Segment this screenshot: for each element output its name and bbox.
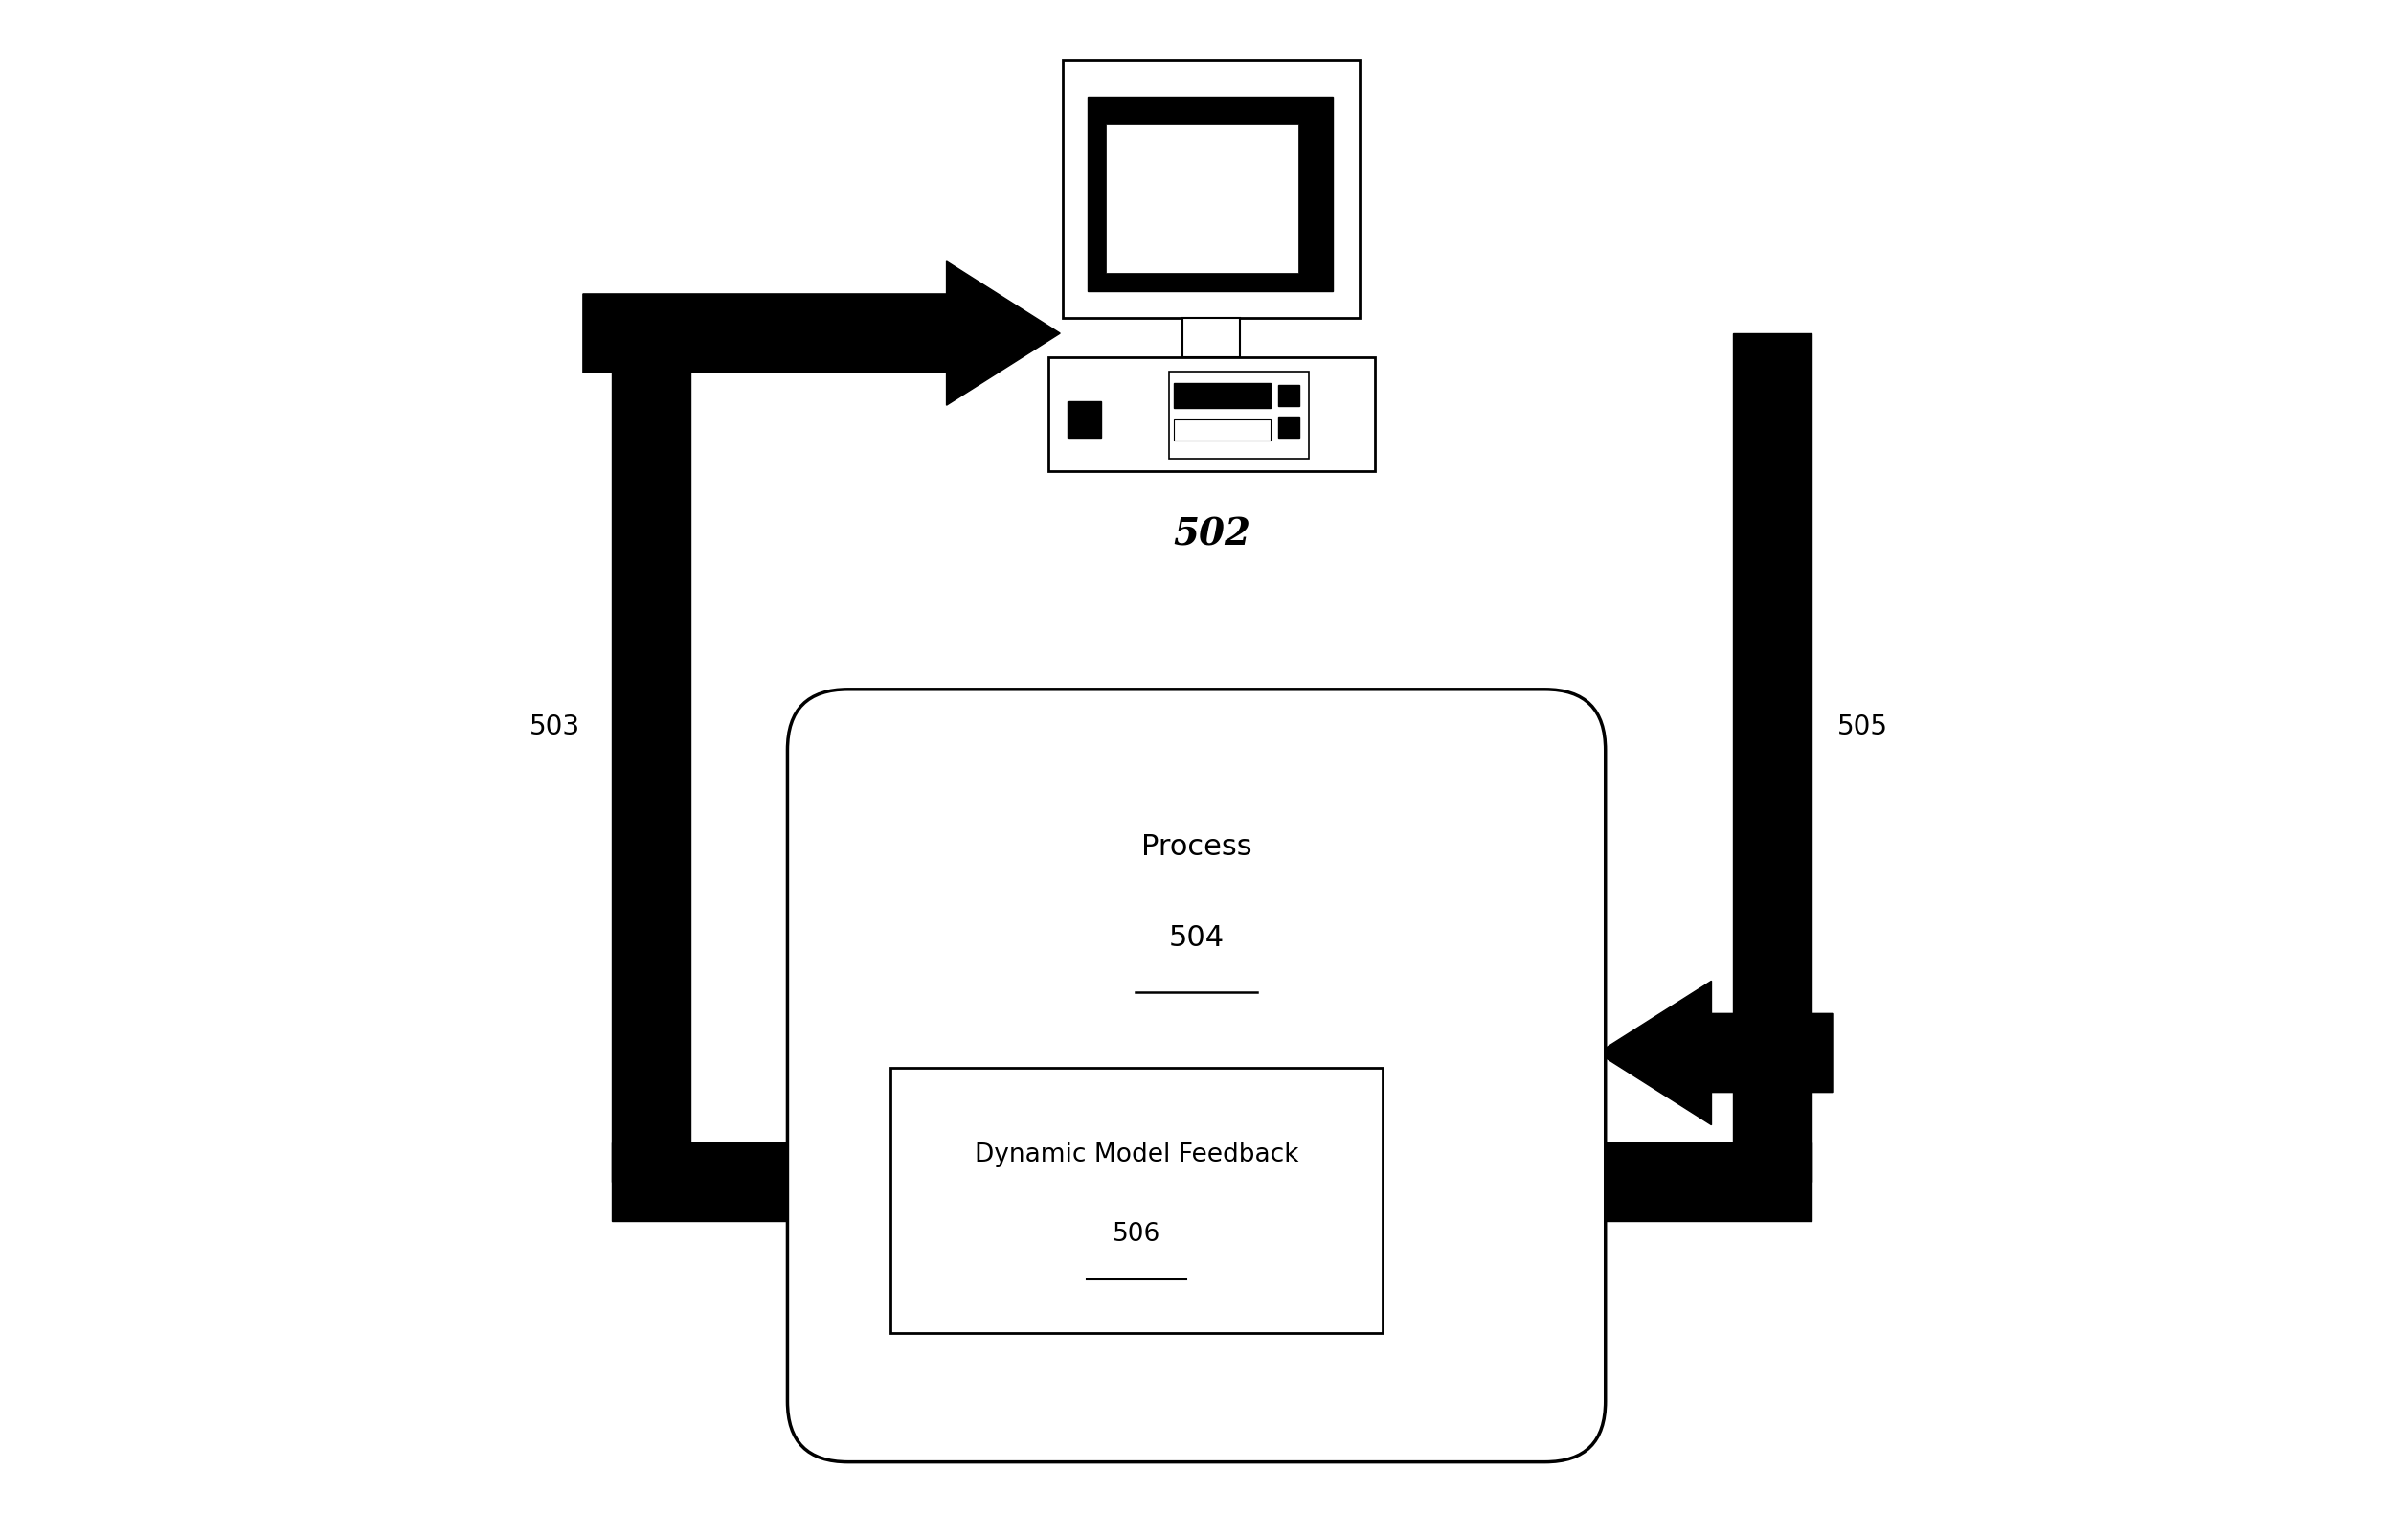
Text: 505: 505 [1837, 714, 1888, 741]
FancyArrow shape [583, 262, 1060, 406]
FancyBboxPatch shape [787, 689, 1606, 1462]
Text: 503: 503 [530, 714, 580, 741]
FancyArrow shape [1599, 982, 1832, 1124]
Bar [1064, 61, 1361, 318]
Bar [1173, 383, 1271, 408]
Text: 502: 502 [1173, 517, 1250, 553]
Bar [612, 1142, 1811, 1221]
Bar [1182, 318, 1240, 358]
Bar [1067, 401, 1100, 438]
Bar [612, 333, 691, 1182]
Bar [1173, 420, 1271, 441]
Bar [1279, 385, 1300, 406]
Bar [1170, 371, 1308, 459]
Text: 504: 504 [1168, 924, 1223, 951]
Text: Dynamic Model Feedback: Dynamic Model Feedback [975, 1142, 1298, 1168]
Bar [1734, 333, 1811, 1182]
Bar [1047, 358, 1375, 471]
Bar [1279, 417, 1300, 438]
Bar [891, 1068, 1382, 1333]
Text: Process: Process [1141, 833, 1252, 861]
Bar [1088, 97, 1332, 291]
Text: 506: 506 [1112, 1221, 1161, 1247]
Bar [1105, 124, 1298, 273]
